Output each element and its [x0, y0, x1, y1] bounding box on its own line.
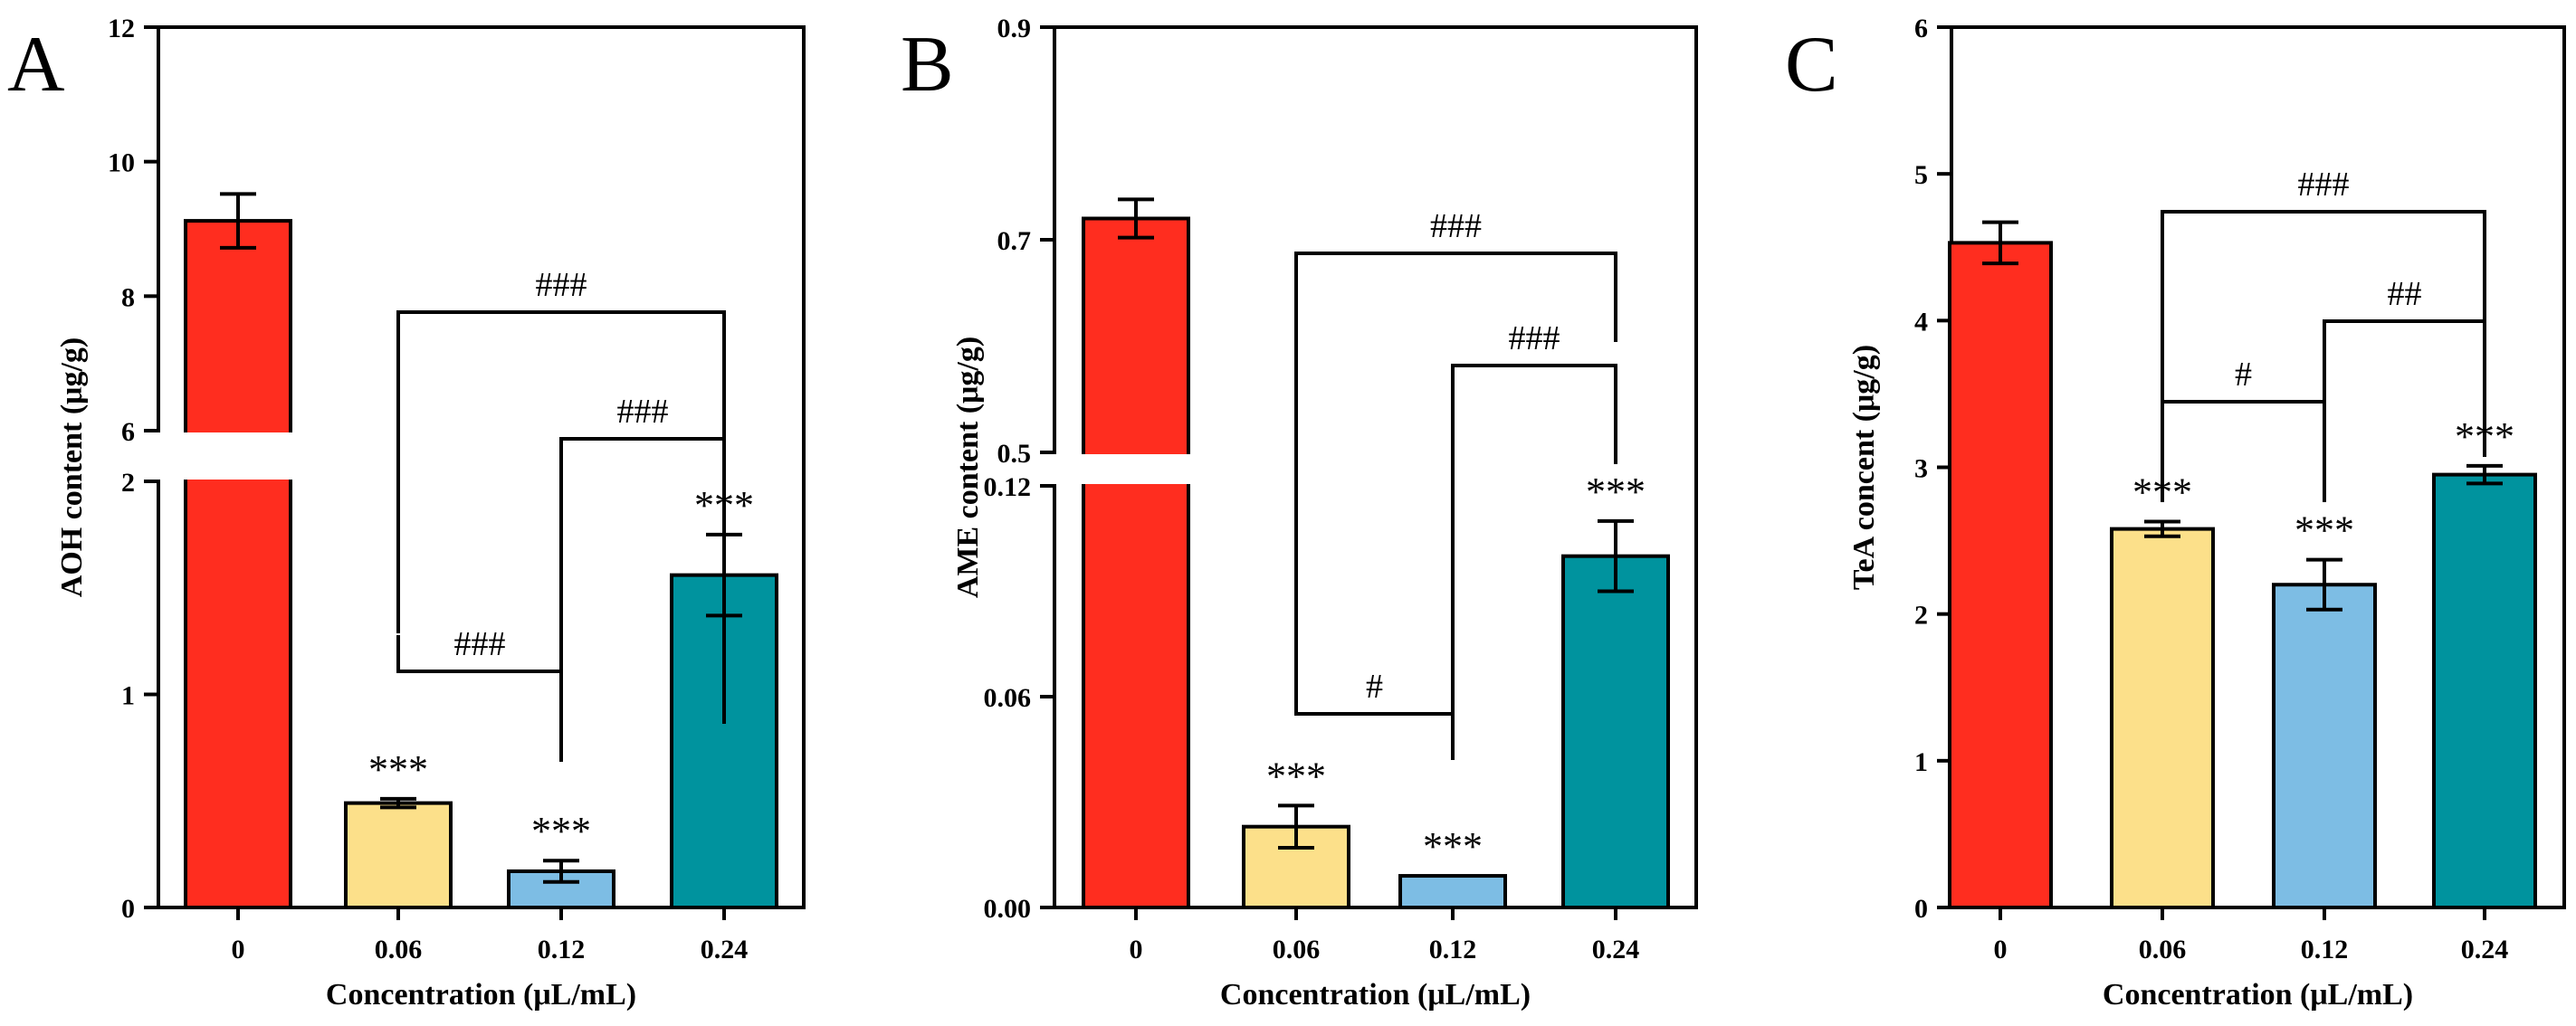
x-tick-label: 0	[232, 935, 245, 964]
y-tick-label: 0.06	[984, 683, 1032, 713]
x-tick-label: 0.24	[1592, 935, 1640, 964]
x-tick-label: 0	[1994, 935, 2008, 964]
bar-0_12	[1398, 874, 1507, 909]
significance-stars: ***	[1423, 824, 1483, 869]
y-tick-label: 2	[121, 468, 135, 498]
comparison-bracket	[2161, 210, 2486, 502]
x-tick-label: 0.12	[2301, 935, 2349, 964]
significance-stars: ***	[368, 747, 428, 792]
bar-0_06	[2110, 527, 2215, 909]
y-axis-title: AOH content (μg/g)	[55, 337, 89, 597]
bar-0_12	[2272, 583, 2377, 909]
bracket-label: ###	[1509, 319, 1560, 357]
y-tick-label: 8	[121, 282, 135, 312]
y-tick-label: 4	[1914, 307, 1928, 337]
bracket-label: ##	[2388, 275, 2422, 313]
comparison-bracket	[396, 310, 726, 724]
panel-b: B0***0.06***0.12***0.240.000.060.120.50.…	[901, 14, 1698, 1012]
bracket-label: ###	[454, 625, 506, 663]
y-tick-label: 10	[108, 148, 135, 178]
y-tick-label: 0	[1914, 894, 1928, 924]
significance-stars: ***	[2295, 508, 2354, 553]
x-axis-title: Concentration (μL/mL)	[2103, 978, 2413, 1012]
significance-stars: ***	[1586, 470, 1646, 514]
significance-stars: ***	[1266, 754, 1326, 798]
bracket-label: ###	[617, 393, 669, 431]
x-tick-label: 0.24	[2461, 935, 2509, 964]
y-axis-title: AME content (μg/g)	[951, 337, 985, 598]
y-tick-label: 5	[1914, 160, 1928, 190]
y-tick-label: 0	[121, 894, 135, 924]
y-axis-title: TeA concent (μg/g)	[1847, 345, 1881, 590]
axis-break-gap	[1038, 454, 1297, 484]
bracket-label: #	[1366, 668, 1383, 706]
panel-letter: C	[1785, 21, 1838, 109]
y-tick-label: 0.12	[984, 472, 1032, 502]
x-tick-label: 0.06	[1273, 935, 1321, 964]
significance-stars: ***	[531, 809, 591, 853]
comparison-bracket	[1451, 364, 1617, 760]
bracket-label: ###	[536, 266, 587, 304]
panel-c: C0***0.06***0.12***0.240123456######Conc…	[1785, 14, 2566, 1012]
bar-0_24	[1561, 554, 1670, 910]
x-tick-label: 0.12	[538, 935, 586, 964]
y-tick-label: 0.7	[997, 226, 1032, 256]
x-axis-title: Concentration (μL/mL)	[326, 978, 636, 1012]
panel-a: A0***0.06***0.12***0.24012681012########…	[7, 14, 806, 1012]
panel-letter: B	[901, 21, 954, 109]
y-tick-label: 0.9	[997, 14, 1032, 43]
x-axis-title: Concentration (μL/mL)	[1220, 978, 1531, 1012]
panel-letter: A	[7, 21, 65, 109]
bar-0_06	[344, 801, 453, 909]
y-tick-label: 3	[1914, 454, 1928, 484]
y-tick-label: 0.00	[984, 894, 1032, 924]
x-tick-label: 0.24	[701, 935, 749, 964]
y-tick-label: 1	[121, 681, 135, 711]
bracket-label: ###	[2298, 166, 2350, 204]
x-tick-label: 0.06	[2139, 935, 2187, 964]
y-tick-label: 2	[1914, 601, 1928, 631]
y-tick-label: 0.5	[997, 439, 1032, 469]
y-tick-label: 12	[108, 14, 135, 43]
bar-0	[184, 219, 292, 909]
y-tick-label: 1	[1914, 747, 1928, 777]
axis-break-gap	[142, 432, 399, 480]
x-tick-label: 0.06	[375, 935, 423, 964]
y-tick-label: 6	[1914, 14, 1928, 43]
x-tick-label: 0.12	[1429, 935, 1477, 964]
y-tick-label: 6	[121, 417, 135, 447]
bracket-label: ###	[1430, 207, 1482, 245]
bracket-label: #	[2235, 356, 2252, 394]
bar-0	[1082, 216, 1190, 909]
comparison-bracket	[1294, 252, 1617, 688]
x-tick-label: 0	[1130, 935, 1143, 964]
bar-0_24	[2432, 472, 2537, 909]
bar-0	[1948, 241, 2053, 909]
